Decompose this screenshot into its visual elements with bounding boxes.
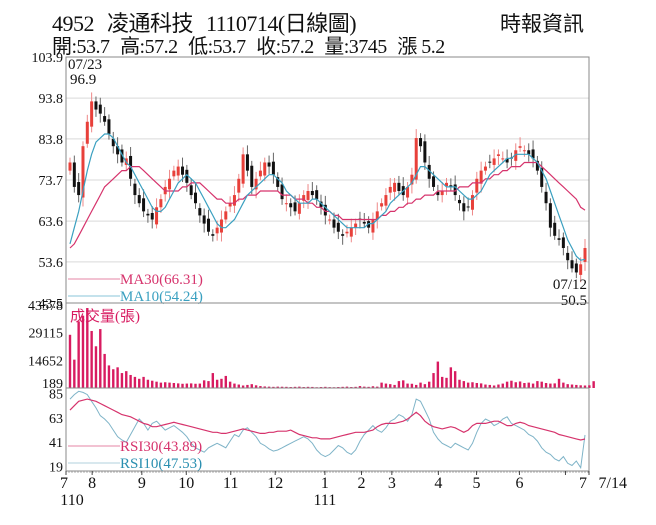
- volume-value: 量:3745: [324, 36, 387, 58]
- ma30-legend: MA30(66.31): [120, 272, 203, 288]
- high-value: 高:57.2: [120, 36, 178, 58]
- rsi-y-tick: 63: [49, 412, 63, 427]
- rsi10-legend: RSI10(47.53): [120, 456, 202, 472]
- x-tick-label: 10: [178, 475, 194, 492]
- volume-panel: 43578 29115 14652 189 成交量(張): [28, 299, 595, 392]
- x-tick-label: 1: [321, 475, 329, 492]
- volume-y-tick: 189: [42, 377, 63, 392]
- volume-y-tick: 43578: [28, 299, 63, 314]
- high-value-annotation: 96.9: [70, 72, 96, 88]
- x-tick-label: 5: [473, 475, 481, 492]
- x-tick-label: 8: [88, 475, 96, 492]
- rsi-y-tick: 19: [49, 461, 63, 476]
- close-value: 收:57.2: [256, 36, 314, 58]
- rsi-y-tick: 41: [49, 436, 63, 451]
- rsi-panel: 85 63 41 19 RSI30(43.89)RSI10(47.53): [49, 387, 590, 476]
- price-y-tick: 53.6: [39, 256, 64, 271]
- x-tick-label: 4: [434, 475, 442, 492]
- price-y-tick: 93.8: [39, 92, 64, 107]
- x-tick-label: 12: [267, 475, 283, 492]
- x-tick-label: 11: [223, 475, 238, 492]
- price-y-tick: 83.8: [39, 133, 64, 148]
- stock-name: 凌通科技: [107, 11, 194, 36]
- low-value: 低:53.7: [188, 36, 246, 58]
- low-value-annotation: 50.5: [561, 293, 587, 309]
- data-source: 時報資訊: [500, 12, 584, 36]
- volume-y-tick: 14652: [28, 354, 63, 369]
- x-tick-label: 2: [357, 475, 365, 492]
- x-year-label: 111: [313, 492, 336, 509]
- ohlc-summary: 開:53.7 高:57.2 低:53.7 收:57.2 量:3745 漲 5.2: [52, 30, 451, 59]
- x-year-label: 110: [60, 492, 83, 509]
- open-value: 開:53.7: [52, 36, 110, 58]
- ma10-legend: MA10(54.24): [120, 289, 203, 305]
- volume-y-tick: 29115: [29, 327, 63, 342]
- x-tick-label: 7/14: [599, 475, 627, 492]
- chart-date: 1110714(日線圖): [206, 11, 357, 36]
- high-date-annotation: 07/23: [68, 57, 102, 73]
- rsi-y-tick: 85: [49, 388, 63, 403]
- x-tick-label: 7: [579, 475, 587, 492]
- stock-code: 4952: [52, 11, 95, 36]
- change-value: 漲 5.2: [397, 36, 445, 58]
- volume-title: 成交量(張): [70, 307, 140, 325]
- price-y-tick: 73.7: [39, 174, 64, 189]
- rsi30-legend: RSI30(43.89): [120, 439, 202, 455]
- chart-title: 4952 凌通科技 1110714(日線圖): [52, 6, 364, 38]
- x-tick-label: 3: [388, 475, 396, 492]
- low-date-annotation: 07/12: [553, 277, 587, 293]
- x-tick-label: 6: [515, 475, 523, 492]
- x-tick-label: 9: [138, 475, 146, 492]
- x-tick-label: 7: [60, 475, 68, 492]
- price-y-tick: 43.5: [39, 297, 64, 312]
- price-y-tick: 63.6: [39, 215, 64, 230]
- price-y-tick: 103.9: [32, 51, 64, 66]
